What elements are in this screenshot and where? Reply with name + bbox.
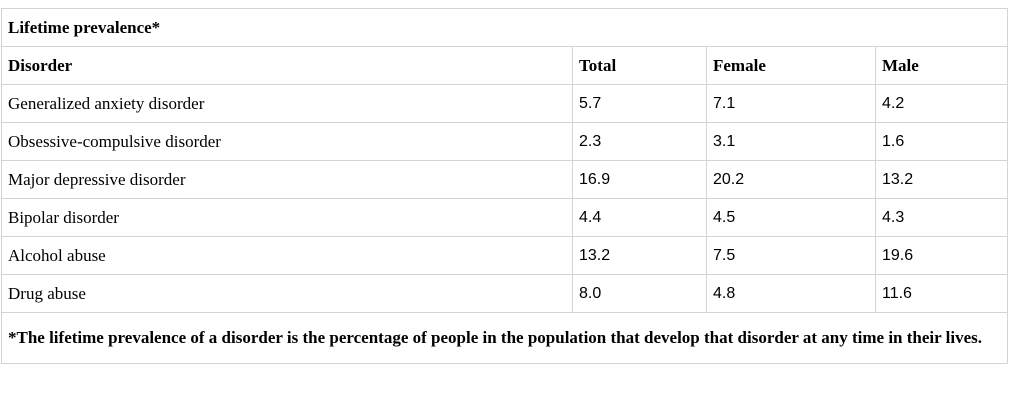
- cell-disorder: Generalized anxiety disorder: [1, 84, 573, 123]
- cell-female: 7.1: [706, 84, 876, 123]
- table-header-row: Disorder Total Female Male: [1, 46, 1009, 85]
- header-total: Total: [572, 46, 707, 85]
- cell-male: 11.6: [874, 274, 1009, 313]
- table-row: Generalized anxiety disorder 5.7 7.1 4.2: [1, 84, 1009, 123]
- cell-disorder: Major depressive disorder: [1, 160, 573, 199]
- cell-male: 13.2: [874, 160, 1009, 199]
- cell-male: 4.2: [874, 84, 1009, 123]
- cell-disorder: Alcohol abuse: [1, 236, 573, 275]
- cell-male: 1.6: [874, 122, 1009, 161]
- table-row: Major depressive disorder 16.9 20.2 13.2: [1, 160, 1009, 199]
- cell-male: 19.6: [874, 236, 1009, 275]
- table-row: Bipolar disorder 4.4 4.5 4.3: [1, 198, 1009, 237]
- prevalence-table: Lifetime prevalence* Disorder Total Fema…: [0, 8, 1009, 364]
- table-footnote: *The lifetime prevalence of a disorder i…: [0, 312, 1009, 364]
- cell-female: 3.1: [706, 122, 876, 161]
- cell-total: 5.7: [572, 84, 707, 123]
- table-title: Lifetime prevalence*: [0, 8, 1009, 47]
- cell-female: 7.5: [706, 236, 876, 275]
- cell-female: 4.5: [706, 198, 876, 237]
- table-title-row: Lifetime prevalence*: [0, 8, 1009, 47]
- header-disorder: Disorder: [1, 46, 573, 85]
- header-female: Female: [706, 46, 876, 85]
- header-male: Male: [874, 46, 1009, 85]
- cell-total: 4.4: [572, 198, 707, 237]
- cell-disorder: Drug abuse: [1, 274, 573, 313]
- table-row: Alcohol abuse 13.2 7.5 19.6: [1, 236, 1009, 275]
- cell-total: 16.9: [572, 160, 707, 199]
- cell-disorder: Bipolar disorder: [1, 198, 573, 237]
- table-row: Drug abuse 8.0 4.8 11.6: [1, 274, 1009, 313]
- table-footnote-row: *The lifetime prevalence of a disorder i…: [0, 312, 1009, 364]
- cell-total: 13.2: [572, 236, 707, 275]
- cell-total: 8.0: [572, 274, 707, 313]
- cell-male: 4.3: [874, 198, 1009, 237]
- cell-female: 20.2: [706, 160, 876, 199]
- table-row: Obsessive-compulsive disorder 2.3 3.1 1.…: [1, 122, 1009, 161]
- cell-total: 2.3: [572, 122, 707, 161]
- cell-female: 4.8: [706, 274, 876, 313]
- cell-disorder: Obsessive-compulsive disorder: [1, 122, 573, 161]
